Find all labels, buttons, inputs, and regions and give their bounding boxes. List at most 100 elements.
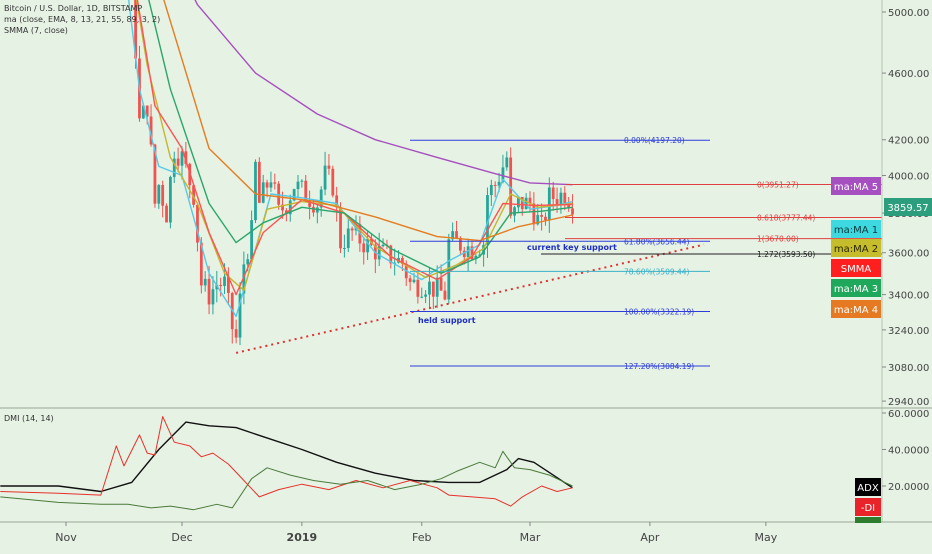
candle-body [323,165,327,190]
dmi-plot [0,416,573,511]
candle-body [250,220,253,260]
candle-body [520,196,524,210]
candle-body [192,185,195,205]
price-tag-text: SMMA [841,264,872,275]
candle-body [416,279,420,297]
price-tag-bg [831,177,881,195]
candle-body [536,215,540,225]
y-tick-label: 5000.00 [888,8,929,19]
candle-body [288,200,292,215]
ma-line-ma-ma-5 [194,0,573,186]
price-tag-text: ma:MA 2 [834,244,878,255]
price-tag-bg [831,220,881,238]
candle-body [180,151,184,166]
candle-body [524,197,528,210]
price-tag-bg [831,300,881,318]
candle-body [199,242,203,286]
candle-body [346,228,350,249]
candle-body [215,284,219,290]
candle-body [408,278,412,283]
dmi-indicator-label[interactable]: DMI (14, 14) [4,414,54,423]
ma-line-ma-ma-2 [135,0,573,291]
candle-body [478,254,482,256]
candle-body [412,279,416,283]
candle-body [493,184,497,186]
candle-body [196,204,199,243]
candle-body [470,246,474,260]
candle-body [176,158,180,166]
candle-body [261,182,265,203]
fib-level-label: 1.272(3593.50) [757,250,815,259]
candle-body [269,182,273,188]
candle-body [145,105,149,117]
candle-body [389,245,393,264]
main-plot: 0.00%(4197.20) 61.80%(3656.44) 78.60%(3509… [127,0,882,371]
x-tick-label: Apr [640,531,660,544]
candle-body [505,157,509,168]
smma-indicator-label[interactable]: SMMA (7, close) [4,26,68,35]
ma-indicator-label[interactable]: ma (close, EMA, 8, 13, 21, 55, 89, 3, 2) [4,15,161,24]
dmi-y-tick-label: 20.0000 [888,482,929,493]
x-tick-label: Mar [520,531,541,544]
candle-body [277,183,281,205]
candle-body [300,180,304,182]
dmi-series-di [0,416,573,507]
price-tag-text: ma:MA 3 [834,284,878,295]
candle-body [401,257,404,264]
candle-body [134,0,137,59]
candle-body [517,196,520,208]
x-tick-label: Feb [412,531,431,544]
candle-body [350,228,354,231]
fib-level-label: 0.00%(4197.20) [624,136,685,145]
dmi-tag-text: ADX [857,483,879,494]
y-tick-label: 3600.00 [888,249,929,260]
x-axis-bg [0,523,932,550]
candle-body [362,243,366,253]
price-tag-text: 3859.57 [887,203,928,214]
candle-body [571,208,574,215]
candle-body [431,281,435,297]
candle-body [563,192,567,205]
candle-body [474,255,478,260]
y-tick-label: 4200.00 [888,136,929,147]
price-tag-bg [831,259,881,277]
candle-body [292,189,296,201]
candle-body [211,289,215,305]
candle-body [312,206,315,213]
candle-body [459,237,462,251]
fib-level-label: 1(3670.00) [757,235,799,244]
candle-body [443,290,447,300]
candle-body [366,238,369,253]
candle-body [428,281,431,295]
candle-body [544,216,547,221]
candle-body [482,244,485,255]
candle-body [466,246,470,258]
y-tick-label: 3400.00 [888,291,929,302]
ma-line-ma-ma-3 [148,0,573,274]
candle-body [242,264,246,294]
fib-level-label: 100.00%(3322.19) [624,308,694,317]
x-tick-label: Dec [171,531,192,544]
candle-body [497,181,501,186]
dmi-y-tick-label: 40.0000 [888,446,929,457]
x-tick-label: 2019 [287,531,318,544]
candle-body [435,277,439,297]
dmi-tag-text: -DI [861,503,875,514]
y-tick-label: 3080.00 [888,363,929,374]
candle-body [486,195,489,245]
symbol-title[interactable]: Bitcoin / U.S. Dollar, 1D, BITSTAMP [4,4,143,13]
candle-body [169,176,172,223]
dmi-y-tick-label: 60.0000 [888,409,929,420]
candle-body [567,204,571,209]
candle-body [489,184,493,196]
candle-body [381,244,385,247]
candle-body [304,180,308,202]
candle-body [528,197,532,204]
price-tag-bg [831,239,881,257]
dmi-series-di [0,450,573,511]
y-tick-label: 2940.00 [888,397,929,408]
candle-body [227,276,230,293]
candle-body [551,187,555,200]
